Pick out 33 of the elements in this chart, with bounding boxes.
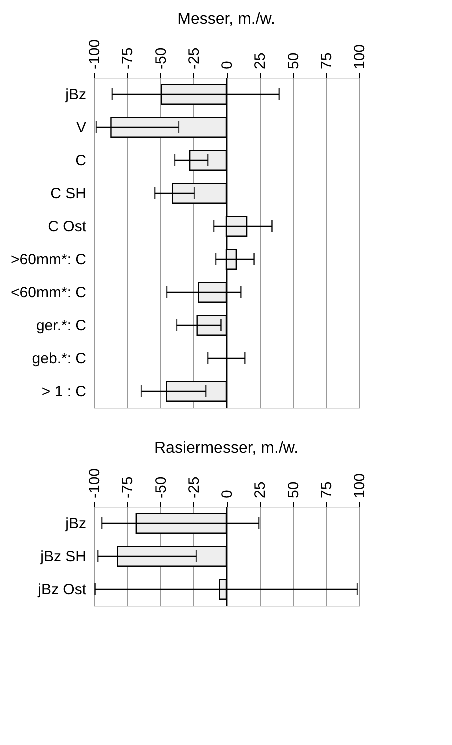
x-tick-label: 25	[252, 482, 270, 498]
x-tick-label: -25	[186, 476, 203, 498]
y-tick-label: >60mm*: C	[11, 252, 87, 268]
y-tick-label: <60mm*: C	[11, 284, 87, 302]
x-tick-label: -75	[120, 48, 137, 70]
y-tick-label: geb.*: C	[32, 350, 87, 368]
x-tick-label: 0	[219, 490, 236, 498]
y-tick-label: C SH	[50, 186, 86, 202]
x-tick-label: 75	[318, 482, 336, 498]
x-tick-label: 75	[318, 52, 336, 70]
x-tick-label: -100	[86, 468, 104, 498]
x-tick-label: 0	[219, 61, 236, 70]
x-tick-label: -100	[86, 39, 104, 70]
chart-title: Messer, m./w.	[178, 10, 276, 28]
x-tick-label: 100	[352, 44, 368, 70]
y-tick-label: jBz Ost	[37, 582, 88, 598]
y-tick-label: C Ost	[48, 218, 88, 236]
x-tick-label: -25	[186, 48, 203, 70]
y-tick-label: jBz SH	[40, 548, 86, 566]
x-tick-label: -75	[120, 476, 137, 498]
x-tick-label: -50	[152, 476, 170, 498]
x-tick-label: 50	[285, 52, 302, 70]
y-tick-label: > 1 : C	[42, 384, 87, 400]
y-tick-label: jBz	[64, 86, 86, 104]
x-tick-label: -50	[152, 48, 170, 70]
y-tick-label: V	[76, 120, 86, 136]
x-tick-label: 100	[352, 473, 368, 498]
y-tick-label: jBz	[64, 516, 86, 532]
x-tick-label: 50	[285, 482, 302, 498]
x-tick-label: 25	[252, 52, 270, 70]
chart-title: Rasiermesser, m./w.	[154, 440, 299, 457]
y-tick-label: ger.*: C	[36, 318, 87, 334]
y-tick-label: C	[76, 152, 87, 170]
